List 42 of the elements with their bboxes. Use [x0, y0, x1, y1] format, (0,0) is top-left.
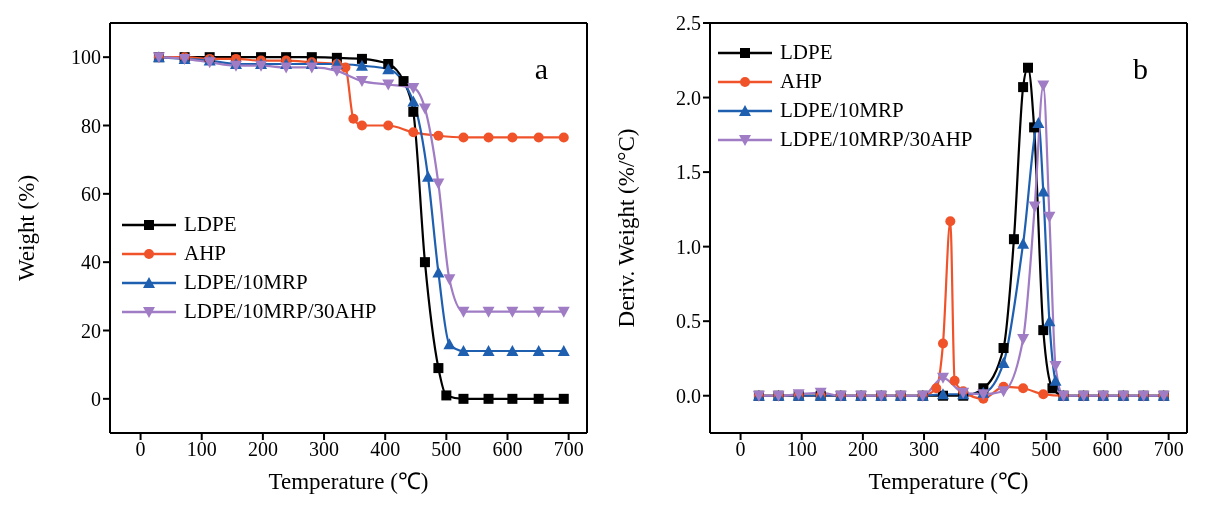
- y-tick-label: 80: [81, 114, 101, 137]
- x-tick-label: 300: [909, 438, 940, 461]
- y-tick-label: 1.5: [676, 161, 701, 184]
- y-tick-label: 20: [81, 319, 101, 342]
- legend-label: AHP: [780, 69, 823, 94]
- y-tick-label: 0: [91, 387, 101, 410]
- annotation: b: [1133, 52, 1148, 86]
- legend-label: LDPE/10MRP/30AHP: [184, 299, 377, 325]
- legend-label: LDPE/10MRP: [780, 98, 904, 123]
- legend-label: LDPE: [184, 212, 237, 238]
- y-tick-label: 100: [71, 46, 101, 69]
- x-tick-label: 400: [370, 438, 401, 461]
- x-tick-label: 100: [786, 438, 817, 461]
- x-tick-label: 0: [735, 438, 746, 461]
- y-axis-title: Weight (%): [14, 174, 40, 282]
- legend-label: AHP: [184, 241, 227, 267]
- x-axis-title: Temperature (℃): [268, 469, 429, 494]
- x-tick-label: 700: [1153, 438, 1184, 461]
- legend-label: LDPE: [780, 40, 833, 65]
- y-tick-label: 2.5: [676, 12, 701, 35]
- y-tick-label: 0.5: [676, 310, 701, 333]
- x-tick-label: 400: [970, 438, 1001, 461]
- x-axis-title: Temperature (℃): [868, 469, 1029, 494]
- y-tick-label: 1.0: [676, 235, 701, 258]
- x-tick-label: 700: [553, 438, 584, 461]
- x-tick-label: 200: [247, 438, 278, 461]
- y-tick-label: 0.0: [676, 384, 701, 407]
- x-tick-label: 200: [847, 438, 878, 461]
- y-tick-label: 40: [81, 251, 101, 274]
- y-axis-title: Deriv. Weight (%/°C): [614, 128, 640, 328]
- x-tick-label: 500: [431, 438, 462, 461]
- legend-label: LDPE/10MRP: [184, 270, 308, 296]
- x-tick-label: 100: [186, 438, 217, 461]
- x-tick-label: 0: [135, 438, 146, 461]
- x-tick-label: 500: [1031, 438, 1062, 461]
- y-tick-label: 2.0: [676, 86, 701, 109]
- legend-label: LDPE/10MRP/30AHP: [780, 127, 973, 152]
- x-tick-label: 300: [309, 438, 340, 461]
- annotation: a: [534, 52, 548, 86]
- y-tick-label: 60: [81, 182, 101, 205]
- x-tick-label: 600: [492, 438, 523, 461]
- x-tick-label: 600: [1092, 438, 1123, 461]
